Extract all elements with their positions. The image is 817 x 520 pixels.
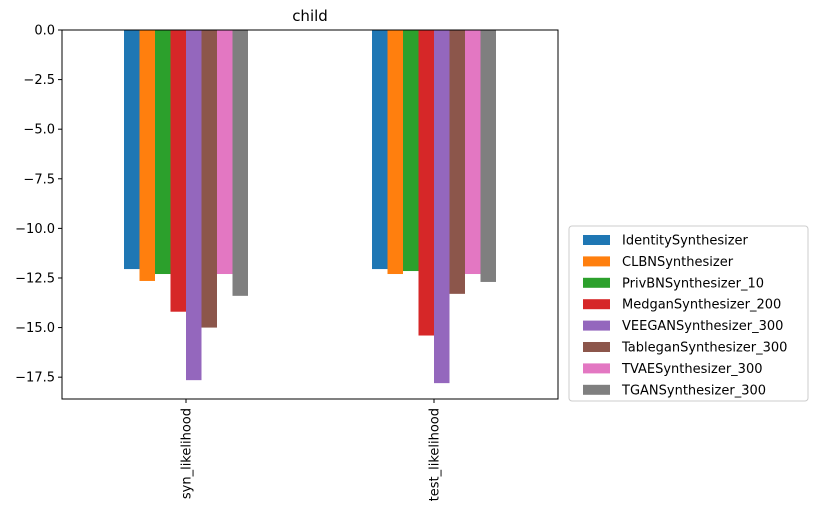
legend-entry-label: TableganSynthesizer_300 bbox=[621, 341, 787, 356]
y-tick-label: −5.0 bbox=[23, 123, 55, 138]
legend-entry-label: TVAESynthesizer_300 bbox=[621, 362, 763, 377]
x-tick-label: syn_likelihood bbox=[180, 408, 195, 499]
y-tick-label: −2.5 bbox=[23, 73, 55, 88]
bar-TableganSynthesizer_300-test_likelihood bbox=[449, 30, 465, 294]
y-tick-label: −10.0 bbox=[15, 222, 55, 237]
legend-entry-label: TGANSynthesizer_300 bbox=[621, 383, 766, 398]
legend-entry-label: MedganSynthesizer_200 bbox=[622, 298, 781, 313]
y-tick-label: −17.5 bbox=[15, 371, 55, 386]
bar-CLBNSynthesizer-syn_likelihood bbox=[139, 30, 155, 281]
legend-entry-label: VEEGANSynthesizer_300 bbox=[622, 319, 783, 334]
legend-swatch bbox=[583, 363, 610, 374]
y-axis: 0.0 −2.5 −5.0 −7.5 −10.0 −12.5 −15.0 −17.5 bbox=[15, 24, 62, 386]
bar-TGANSynthesizer_300-syn_likelihood bbox=[232, 30, 248, 296]
legend-box bbox=[568, 225, 809, 402]
legend-swatch bbox=[583, 320, 610, 331]
y-tick-label: −7.5 bbox=[23, 172, 55, 187]
x-axis: syn_likelihood test_likelihood bbox=[180, 399, 443, 501]
bar-VEEGANSynthesizer_300-test_likelihood bbox=[434, 30, 450, 384]
bar-TVAESynthesizer_300-syn_likelihood bbox=[217, 30, 233, 275]
legend-swatch bbox=[583, 277, 610, 288]
legend: IdentitySynthesizer CLBNSynthesizer PrivBN… bbox=[568, 225, 809, 402]
bar-PrivBNSynthesizer_10-syn_likelihood bbox=[155, 30, 171, 275]
legend-swatch bbox=[583, 299, 610, 310]
bars-group bbox=[124, 30, 496, 384]
chart-title: child bbox=[292, 7, 328, 25]
legend-swatch bbox=[583, 256, 610, 267]
y-tick-label: −12.5 bbox=[15, 271, 55, 286]
bar-VEEGANSynthesizer_300-syn_likelihood bbox=[186, 30, 202, 381]
x-tick-label: test_likelihood bbox=[428, 408, 443, 501]
plot-area-frame bbox=[61, 29, 559, 400]
y-tick-label: 0.0 bbox=[34, 24, 55, 39]
legend-entry-label: IdentitySynthesizer bbox=[622, 234, 749, 249]
legend-entry-label: PrivBNSynthesizer_10 bbox=[622, 276, 764, 291]
bar-TGANSynthesizer_300-test_likelihood bbox=[480, 30, 496, 282]
y-tick-label: −15.0 bbox=[15, 321, 55, 336]
legend-swatch bbox=[583, 342, 610, 352]
legend-swatch bbox=[583, 384, 610, 395]
bar-CLBNSynthesizer-test_likelihood bbox=[387, 30, 403, 275]
legend-entry-label: CLBNSynthesizer bbox=[622, 255, 734, 270]
legend-swatch bbox=[583, 235, 610, 245]
bar-TVAESynthesizer_300-test_likelihood bbox=[465, 30, 481, 275]
bar-PrivBNSynthesizer_10-test_likelihood bbox=[403, 30, 419, 272]
bar-IdentitySynthesizer-syn_likelihood bbox=[124, 30, 140, 270]
bar-TableganSynthesizer_300-syn_likelihood bbox=[201, 30, 217, 328]
bar-IdentitySynthesizer-test_likelihood bbox=[372, 30, 388, 270]
bar-MedganSynthesizer_200-test_likelihood bbox=[418, 30, 434, 336]
bar-MedganSynthesizer_200-syn_likelihood bbox=[170, 30, 186, 312]
